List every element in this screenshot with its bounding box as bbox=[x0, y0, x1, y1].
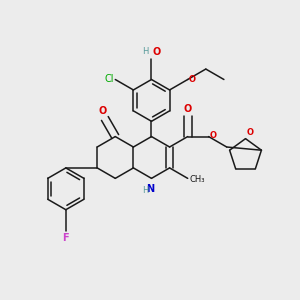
Text: O: O bbox=[184, 103, 192, 114]
Text: O: O bbox=[152, 47, 160, 57]
Text: N: N bbox=[146, 184, 154, 194]
Text: CH₃: CH₃ bbox=[189, 175, 205, 184]
Text: F: F bbox=[62, 233, 69, 243]
Text: O: O bbox=[189, 75, 196, 84]
Text: H: H bbox=[142, 186, 149, 195]
Text: O: O bbox=[99, 106, 107, 116]
Text: H: H bbox=[142, 46, 148, 56]
Text: O: O bbox=[247, 128, 254, 137]
Text: Cl: Cl bbox=[104, 74, 114, 84]
Text: O: O bbox=[210, 131, 217, 140]
